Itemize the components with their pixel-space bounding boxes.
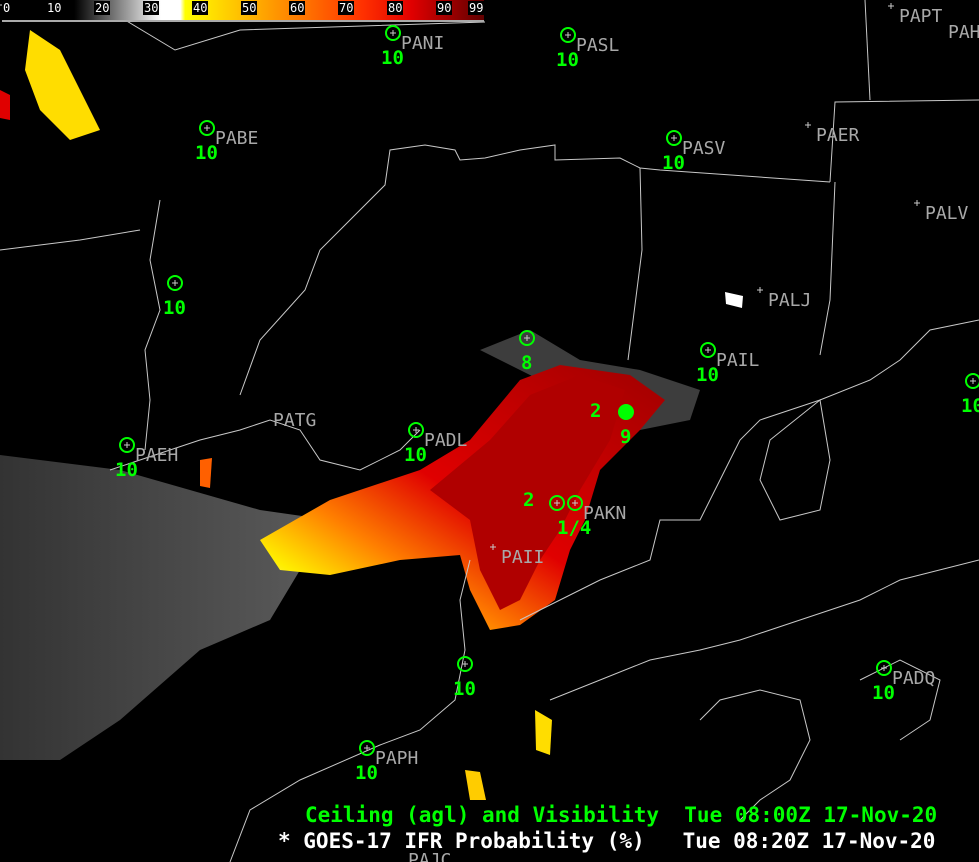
clear-sky-cover-icon: [167, 275, 183, 291]
ifr-patch: [200, 458, 212, 488]
color-scale-legend: 0 10 20 30 40 50 60 70 80 90 99: [2, 0, 485, 22]
visibility-value: 10: [872, 682, 895, 704]
visibility-value: 10: [556, 49, 579, 71]
station-plus-icon: [705, 347, 711, 353]
station-id-label: PANI: [401, 33, 445, 54]
station-plus-icon: [413, 427, 419, 433]
station-plus-icon: [565, 32, 571, 38]
station-plus-icon: [888, 3, 894, 9]
station-plus-icon: [671, 135, 677, 141]
station-plus-icon: [490, 544, 496, 550]
visibility-value: 10: [163, 297, 186, 319]
color-scale-tick: 30: [143, 1, 160, 15]
station-id-label: PAII: [501, 547, 545, 568]
station-id-label: PAIL: [716, 350, 760, 371]
color-scale-tick: 80: [387, 1, 404, 15]
station-id-label: PAJC: [408, 850, 452, 862]
station-id-label: PATG: [273, 410, 317, 431]
visibility-value: 10: [195, 142, 218, 164]
station-id-label: PAPH: [375, 748, 419, 769]
ifr-patch: [0, 90, 10, 120]
visibility-value: 10: [115, 459, 138, 481]
clear-sky-cover-icon: [457, 656, 473, 672]
ceiling-value: 2: [523, 489, 535, 511]
overcast-sky-cover-icon: [618, 404, 634, 420]
visibility-value: 8: [521, 352, 533, 374]
station-plus-icon: [364, 745, 370, 751]
clear-sky-cover-icon: [965, 373, 979, 389]
visibility-value: 10: [404, 444, 427, 466]
color-scale-tick: 0: [2, 1, 12, 15]
clear-sky-cover-icon: [549, 495, 565, 511]
visibility-value: 10: [662, 152, 685, 174]
station-plus-icon: [914, 200, 920, 206]
clear-sky-cover-icon: [359, 740, 375, 756]
color-scale-tick: 70: [338, 1, 355, 15]
clear-sky-cover-icon: [408, 422, 424, 438]
ifr-patch: [725, 292, 743, 308]
ifr-patch: [25, 30, 100, 140]
clear-sky-cover-icon: [700, 342, 716, 358]
station-id-label: PADL: [424, 430, 468, 451]
station-id-label: PADQ: [892, 668, 936, 689]
station-id-label: PAER: [816, 125, 860, 146]
station-plus-icon: [805, 122, 811, 128]
clear-sky-cover-icon: [199, 120, 215, 136]
station-plus-icon: [172, 280, 178, 286]
station-plus-icon: [124, 442, 130, 448]
clear-sky-cover-icon: [567, 495, 583, 511]
station-plus-icon: [572, 500, 578, 506]
station-id-label: PALJ: [768, 290, 812, 311]
visibility-value: 10: [381, 47, 404, 69]
visibility-value: 10: [453, 678, 476, 700]
station-id-label: PASL: [576, 35, 620, 56]
station-plus-icon: [757, 287, 763, 293]
station-id-label: PAKN: [583, 503, 627, 524]
high-probability-core: [430, 375, 625, 610]
visibility-value: 10: [355, 762, 378, 784]
visibility-value: 10: [961, 395, 979, 417]
color-scale-tick: 60: [289, 1, 306, 15]
title-ifr-probability: * GOES-17 IFR Probability (%) Tue 08:20Z…: [278, 829, 936, 853]
ceiling-value: 2: [590, 400, 602, 422]
station-id-label: PAPT: [899, 6, 943, 27]
station-id-label: PASV: [682, 138, 726, 159]
station-id-label: PAH: [948, 22, 979, 43]
station-plus-icon: [970, 378, 976, 384]
clear-sky-cover-icon: [119, 437, 135, 453]
station-plus-icon: [462, 661, 468, 667]
color-scale-tick: 99: [468, 1, 485, 15]
color-scale-tick: 40: [192, 1, 209, 15]
station-plus-icon: [204, 125, 210, 131]
visibility-value: 1/4: [557, 517, 592, 539]
station-plus-icon: [554, 500, 560, 506]
visibility-value: 9: [620, 426, 632, 448]
station-id-label: PAEH: [135, 445, 179, 466]
title-ceiling-visibility: Ceiling (agl) and Visibility Tue 08:00Z …: [305, 803, 938, 827]
low-probability-region: [0, 455, 330, 760]
color-scale-tick: 90: [436, 1, 453, 15]
station-plus-icon: [390, 30, 396, 36]
ifr-patch: [465, 770, 486, 800]
color-scale-tick: 20: [94, 1, 111, 15]
clear-sky-cover-icon: [876, 660, 892, 676]
visibility-value: 10: [696, 364, 719, 386]
color-scale-tick: 10: [46, 1, 63, 15]
station-plus-icon: [524, 335, 530, 341]
clear-sky-cover-icon: [666, 130, 682, 146]
station-plus-icon: [881, 665, 887, 671]
clear-sky-cover-icon: [519, 330, 535, 346]
clear-sky-cover-icon: [385, 25, 401, 41]
ifr-patch: [535, 710, 552, 755]
color-scale-tick: 50: [241, 1, 258, 15]
station-id-label: PALV: [925, 203, 969, 224]
clear-sky-cover-icon: [560, 27, 576, 43]
station-id-label: PABE: [215, 128, 259, 149]
